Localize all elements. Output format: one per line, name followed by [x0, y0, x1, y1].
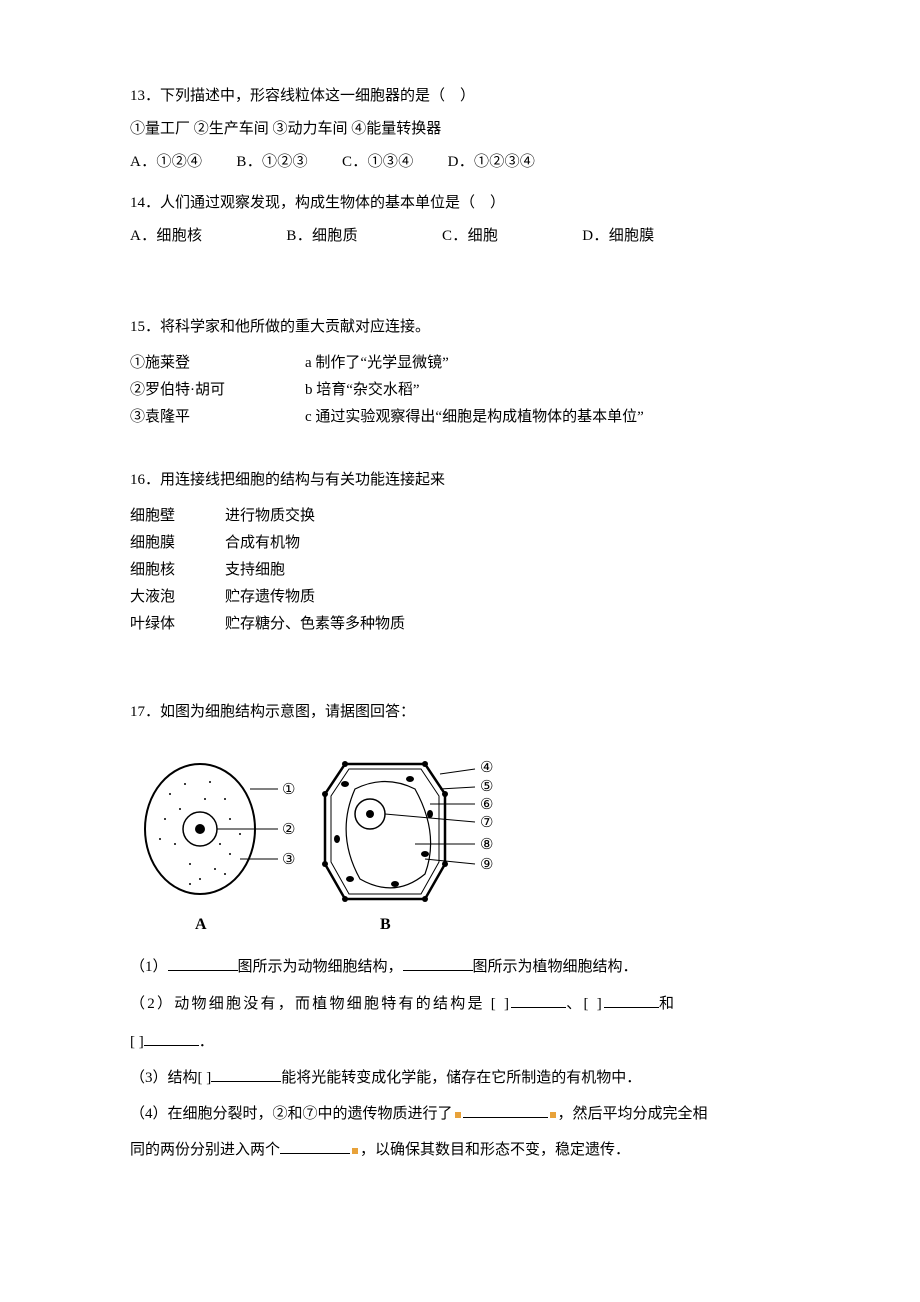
- q14-opt-a: A．细胞核: [130, 228, 202, 244]
- q16-right-1: 进行物质交换: [225, 503, 790, 530]
- q13-opt-d: D．①②③④: [448, 154, 536, 170]
- q17-sub1: （1） 图所示为动物细胞结构， 图所示为植物细胞结构．: [130, 949, 790, 985]
- q17-sub4c: 同的两份分别进入两个: [130, 1142, 280, 1158]
- q15-left-1: ①施莱登: [130, 350, 305, 377]
- label-1: ①: [282, 782, 295, 798]
- q17-sub4b: ，然后平均分成完全相: [558, 1106, 708, 1122]
- question-14: 14．人们通过观察发现，构成生物体的基本单位是（ ） A．细胞核 B．细胞质 C…: [130, 187, 790, 253]
- q17-figure: ① ② ③ A: [130, 744, 790, 939]
- q17-sub4a: （4）在细胞分裂时，②和⑦中的遗传物质进行了: [130, 1106, 453, 1122]
- label-7: ⑦: [480, 815, 493, 831]
- q17-sub2b: 、[ ]: [566, 996, 604, 1012]
- q15-left-2: ②罗伯特·胡可: [130, 377, 305, 404]
- blank: [511, 992, 566, 1008]
- q14-opt-b: B．细胞质: [286, 228, 358, 244]
- blank: [403, 955, 473, 971]
- q16-left-2: 细胞膜: [130, 530, 225, 557]
- q13-stem: 13．下列描述中，形容线粒体这一细胞器的是（ ）: [130, 80, 790, 113]
- label-8: ⑧: [480, 837, 493, 853]
- cell-diagram-svg: ① ② ③ A: [130, 744, 510, 939]
- q13-opt-a: A．①②④: [130, 154, 202, 170]
- q16-row-4: 大液泡 贮存遗传物质: [130, 584, 790, 611]
- q15-right-2: b 培育“杂交水稻”: [305, 377, 790, 404]
- q13-options: A．①②④ B．①②③ C．①③④ D．①②③④: [130, 146, 790, 179]
- q15-stem: 15．将科学家和他所做的重大贡献对应连接。: [130, 311, 790, 344]
- q14-stem: 14．人们通过观察发现，构成生物体的基本单位是（ ）: [130, 187, 790, 220]
- q16-row-2: 细胞膜 合成有机物: [130, 530, 790, 557]
- blank: [604, 992, 659, 1008]
- blank: [144, 1030, 199, 1046]
- q16-left-3: 细胞核: [130, 557, 225, 584]
- q17-sub2-cont: [ ] ．: [130, 1024, 790, 1060]
- question-15: 15．将科学家和他所做的重大贡献对应连接。 ①施莱登 a 制作了“光学显微镜” …: [130, 311, 790, 431]
- q13-items: ①量工厂 ②生产车间 ③动力车间 ④能量转换器: [130, 113, 790, 146]
- label-9: ⑨: [480, 857, 493, 873]
- q17-sub2a: （2）动物细胞没有，而植物细胞特有的结构是 [ ]: [130, 996, 511, 1012]
- q14-opt-d: D．细胞膜: [582, 228, 654, 244]
- q15-row-2: ②罗伯特·胡可 b 培育“杂交水稻”: [130, 377, 790, 404]
- q15-row-3: ③袁隆平 c 通过实验观察得出“细胞是构成植物体的基本单位”: [130, 404, 790, 431]
- label-3: ③: [282, 852, 295, 868]
- label-4: ④: [480, 760, 493, 776]
- q17-sub1c: 图所示为植物细胞结构．: [473, 959, 638, 975]
- q17-sub1a: （1）: [130, 959, 168, 975]
- q17-sub3a: （3）结构[ ]: [130, 1070, 211, 1086]
- q17-sub2: （2）动物细胞没有，而植物细胞特有的结构是 [ ] 、[ ] 和: [130, 985, 790, 1024]
- q17-sub3: （3）结构[ ] 能将光能转变成化学能，储存在它所制造的有机物中．: [130, 1060, 790, 1096]
- q15-right-3: c 通过实验观察得出“细胞是构成植物体的基本单位”: [305, 404, 790, 431]
- label-5: ⑤: [480, 779, 493, 795]
- q16-stem: 16．用连接线把细胞的结构与有关功能连接起来: [130, 464, 790, 497]
- q17-sub2c: 和: [659, 996, 676, 1012]
- q15-row-1: ①施莱登 a 制作了“光学显微镜”: [130, 350, 790, 377]
- q16-row-5: 叶绿体 贮存糖分、色素等多种物质: [130, 611, 790, 638]
- q16-left-4: 大液泡: [130, 584, 225, 611]
- q14-options: A．细胞核 B．细胞质 C．细胞 D．细胞膜: [130, 220, 790, 253]
- question-13: 13．下列描述中，形容线粒体这一细胞器的是（ ） ①量工厂 ②生产车间 ③动力车…: [130, 80, 790, 179]
- q16-right-5: 贮存糖分、色素等多种物质: [225, 611, 790, 638]
- blank: [280, 1138, 350, 1154]
- q13-opt-c: C．①③④: [342, 154, 414, 170]
- question-16: 16．用连接线把细胞的结构与有关功能连接起来 细胞壁 进行物质交换 细胞膜 合成…: [130, 464, 790, 638]
- q17-sub4: （4）在细胞分裂时，②和⑦中的遗传物质进行了 ，然后平均分成完全相: [130, 1096, 790, 1132]
- marker-dot: [550, 1112, 556, 1118]
- label-B: B: [380, 916, 391, 933]
- blank: [168, 955, 238, 971]
- q17-sub1b: 图所示为动物细胞结构，: [238, 959, 403, 975]
- label-A: A: [195, 916, 207, 933]
- q17-sub4-cont: 同的两份分别进入两个 ，以确保其数目和形态不变，稳定遗传．: [130, 1132, 790, 1168]
- q15-right-1: a 制作了“光学显微镜”: [305, 350, 790, 377]
- q16-right-4: 贮存遗传物质: [225, 584, 790, 611]
- q16-left-5: 叶绿体: [130, 611, 225, 638]
- q16-row-1: 细胞壁 进行物质交换: [130, 503, 790, 530]
- q17-stem: 17．如图为细胞结构示意图，请据图回答：: [130, 696, 790, 729]
- question-17: 17．如图为细胞结构示意图，请据图回答：: [130, 696, 790, 1168]
- q16-right-2: 合成有机物: [225, 530, 790, 557]
- cell-b: ④ ⑤ ⑥ ⑦ ⑧ ⑨ B: [322, 760, 493, 933]
- q17-sub2d: [ ]: [130, 1034, 144, 1050]
- label-6: ⑥: [480, 797, 493, 813]
- q14-opt-c: C．细胞: [442, 228, 498, 244]
- q13-opt-b: B．①②③: [236, 154, 308, 170]
- q15-left-3: ③袁隆平: [130, 404, 305, 431]
- q16-left-1: 细胞壁: [130, 503, 225, 530]
- q17-sub4d: ，以确保其数目和形态不变，稳定遗传．: [360, 1142, 630, 1158]
- q16-row-3: 细胞核 支持细胞: [130, 557, 790, 584]
- q17-sub3b: 能将光能转变成化学能，储存在它所制造的有机物中．: [281, 1070, 641, 1086]
- label-2: ②: [282, 822, 295, 838]
- q16-right-3: 支持细胞: [225, 557, 790, 584]
- cell-a: ① ② ③ A: [145, 764, 295, 933]
- blank: [463, 1102, 548, 1118]
- marker-dot: [455, 1112, 461, 1118]
- marker-dot: [352, 1148, 358, 1154]
- blank: [211, 1066, 281, 1082]
- q17-sub2e: ．: [199, 1034, 214, 1050]
